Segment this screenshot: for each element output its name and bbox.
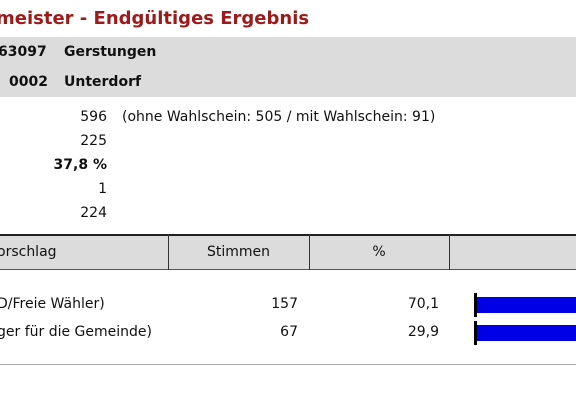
column-border — [449, 234, 450, 270]
bar-track — [474, 321, 576, 345]
candidate-name: ger für die Gemeinde) — [0, 324, 152, 340]
percent-bar — [477, 297, 576, 313]
candidate-name: D/Freie Wähler) — [0, 296, 105, 312]
region-code: 63097 — [0, 44, 47, 60]
column-border — [168, 234, 169, 270]
column-header: orschlag — [0, 244, 57, 260]
summary-value: 37,8 % — [53, 157, 107, 173]
column-header: % — [372, 244, 386, 260]
region-code: 0002 — [9, 74, 48, 90]
summary-value: 225 — [80, 133, 107, 149]
region-name: Unterdorf — [64, 74, 142, 90]
region-name: Gerstungen — [64, 44, 157, 60]
summary-value: 1 — [98, 181, 107, 197]
votes: 67 — [280, 324, 298, 340]
title: meister - Endgültiges Ergebnis — [0, 8, 310, 29]
column-header: Stimmen — [206, 244, 271, 260]
region-band — [0, 67, 576, 97]
column-border — [309, 234, 310, 270]
votes: 157 — [271, 296, 298, 312]
bar-track — [474, 293, 576, 317]
summary-value: 224 — [80, 205, 107, 221]
table-header — [0, 234, 576, 270]
percent-bar — [477, 325, 576, 341]
percent: 29,9 — [407, 324, 439, 340]
summary-note: (ohne Wahlschein: 505 / mit Wahlschein: … — [122, 109, 436, 125]
region-band — [0, 37, 576, 67]
percent: 70,1 — [407, 296, 439, 312]
divider — [0, 364, 576, 365]
summary-value: 596 — [80, 109, 107, 125]
